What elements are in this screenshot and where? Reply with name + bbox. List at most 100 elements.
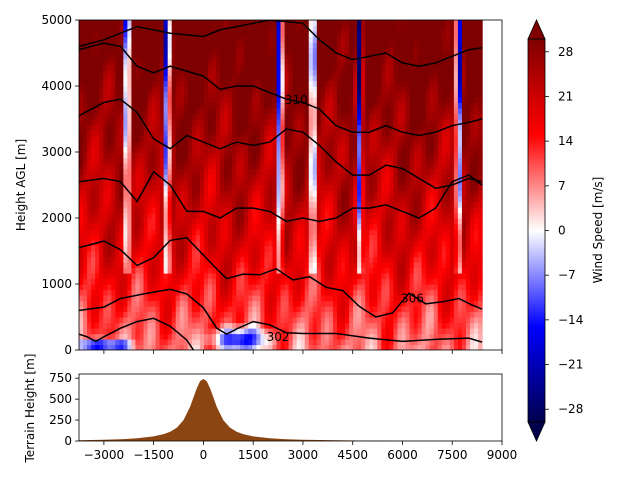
heatmap-cell <box>328 207 334 214</box>
heatmap-cell <box>147 240 153 247</box>
heatmap-cell <box>87 185 92 192</box>
heatmap-cell <box>183 262 189 269</box>
heatmap-cell <box>421 267 427 274</box>
heatmap-cell <box>349 152 354 159</box>
heatmap-cell <box>361 289 366 296</box>
heatmap-cell <box>397 344 403 350</box>
heatmap-cell <box>401 141 407 148</box>
heatmap-cell <box>236 256 241 263</box>
heatmap-cell <box>268 135 274 142</box>
heatmap-cell <box>127 306 132 313</box>
heatmap-cell <box>316 245 322 252</box>
heatmap-cell <box>300 135 306 142</box>
heatmap-cell <box>328 223 334 230</box>
heatmap-cell <box>353 141 358 148</box>
heatmap-cell <box>159 284 165 291</box>
heatmap-cell <box>159 223 165 230</box>
heatmap-cell <box>393 130 399 137</box>
heatmap-cell <box>397 306 403 313</box>
heatmap-cell <box>324 119 330 126</box>
heatmap-cell <box>401 119 407 126</box>
heatmap-cell <box>324 212 330 219</box>
heatmap-cell <box>470 124 475 131</box>
heatmap-cell <box>373 124 378 131</box>
heatmap-cell <box>441 218 447 225</box>
heatmap-cell <box>163 218 169 225</box>
heatmap-cell <box>163 163 169 170</box>
heatmap-cell <box>357 306 362 313</box>
heatmap-cell <box>95 328 100 335</box>
heatmap-cell <box>163 141 169 148</box>
heatmap-cell <box>159 328 165 335</box>
heatmap-cell <box>433 80 439 87</box>
heatmap-cell <box>373 108 378 115</box>
heatmap-cell <box>332 339 338 346</box>
heatmap-cell <box>260 273 266 280</box>
heatmap-cell <box>320 179 326 186</box>
heatmap-cell <box>240 251 245 258</box>
heatmap-cell <box>228 130 233 137</box>
heatmap-cell <box>461 240 467 247</box>
heatmap-cell <box>445 141 451 148</box>
heatmap-cell <box>308 322 314 329</box>
heatmap-cell <box>187 152 193 159</box>
heatmap-cell <box>377 185 382 192</box>
heatmap-cell <box>256 113 261 120</box>
heatmap-cell <box>220 229 225 236</box>
heatmap-cell <box>457 185 463 192</box>
heatmap-cell <box>478 152 483 159</box>
heatmap-cell <box>357 267 362 274</box>
heatmap-cell <box>91 240 96 247</box>
heatmap-cell <box>316 300 322 307</box>
heatmap-cell <box>151 306 157 313</box>
heatmap-cell <box>111 306 116 313</box>
heatmap-cell <box>453 245 459 252</box>
heatmap-cell <box>474 179 479 186</box>
heatmap-cell <box>441 152 447 159</box>
heatmap-cell <box>292 124 298 131</box>
heatmap-cell <box>308 306 314 313</box>
heatmap-cell <box>167 344 173 350</box>
heatmap-cell <box>397 284 403 291</box>
heatmap-cell <box>296 256 302 263</box>
heatmap-cell <box>212 278 217 285</box>
heatmap-cell <box>409 262 415 269</box>
heatmap-cell <box>373 91 378 98</box>
heatmap-cell <box>256 229 261 236</box>
heatmap-cell <box>425 322 431 329</box>
heatmap-cell <box>220 124 225 131</box>
heatmap-cell <box>228 163 233 170</box>
heatmap-cell <box>244 108 249 115</box>
heatmap-cell <box>373 344 378 350</box>
heatmap-cell <box>401 322 407 329</box>
heatmap-cell <box>195 185 201 192</box>
heatmap-cell <box>445 229 451 236</box>
heatmap-cell <box>457 278 463 285</box>
heatmap-cell <box>95 91 100 98</box>
heatmap-cell <box>413 119 419 126</box>
heatmap-cell <box>232 240 237 247</box>
heatmap-cell <box>272 174 278 181</box>
heatmap-cell <box>216 240 221 247</box>
heatmap-cell <box>413 322 419 329</box>
heatmap-cell <box>187 146 193 153</box>
heatmap-cell <box>123 80 128 87</box>
heatmap-cell <box>353 262 358 269</box>
heatmap-cell <box>240 223 245 230</box>
heatmap-cell <box>304 146 310 153</box>
heatmap-cell <box>377 174 382 181</box>
heatmap-cell <box>445 289 451 296</box>
heatmap-cell <box>232 317 237 324</box>
heatmap-cell <box>433 152 439 159</box>
heatmap-cell <box>264 284 270 291</box>
heatmap-cell <box>288 75 294 82</box>
heatmap-cell <box>179 97 185 104</box>
heatmap-cell <box>441 97 447 104</box>
heatmap-cell <box>187 108 193 115</box>
heatmap-cell <box>365 278 370 285</box>
heatmap-cell <box>159 218 165 225</box>
heatmap-cell <box>207 119 213 126</box>
heatmap-cell <box>276 317 282 324</box>
heatmap-cell <box>296 306 302 313</box>
heatmap-cell <box>441 300 447 307</box>
